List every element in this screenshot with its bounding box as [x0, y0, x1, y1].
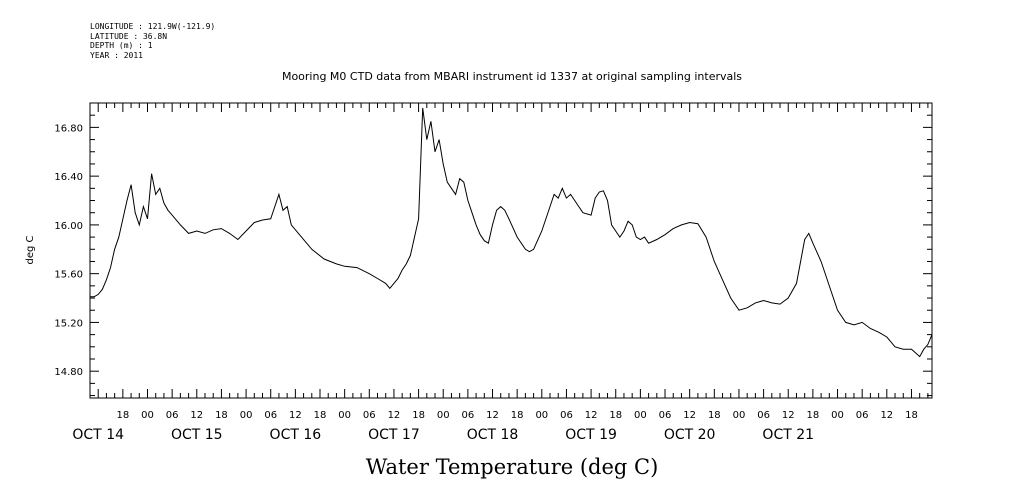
y-tick-label: 16.00	[54, 221, 83, 232]
x-day-label: OCT 20	[664, 427, 716, 443]
longitude-label: LONGITUDE : 121.9W(-121.9)	[90, 22, 216, 31]
x-hour-label: 06	[166, 410, 179, 421]
year-label: YEAR : 2011	[90, 50, 143, 60]
x-hour-label: 12	[782, 410, 795, 421]
x-axis-label: Water Temperature (deg C)	[366, 455, 659, 479]
x-hour-label: 06	[560, 410, 573, 421]
x-hour-label: 18	[609, 410, 622, 421]
x-hour-label: 18	[215, 410, 228, 421]
y-tick-label: 14.80	[54, 367, 83, 378]
chart-title: Mooring M0 CTD data from MBARI instrumen…	[282, 70, 742, 83]
series-line	[90, 107, 933, 358]
x-day-label: OCT 21	[762, 427, 814, 443]
x-hour-label: 18	[807, 410, 820, 421]
x-hour-label: 18	[116, 410, 129, 421]
x-hour-label: 18	[314, 410, 327, 421]
y-axis: 14.80 15.20 15.60 16.00 16.40 16.80	[54, 102, 932, 397]
x-hour-label: 12	[388, 410, 401, 421]
x-hour-label: 00	[240, 410, 253, 421]
x-hour-label: 06	[363, 410, 376, 421]
x-hour-label: 00	[831, 410, 844, 421]
x-hour-label: 06	[757, 410, 770, 421]
x-hour-label: 06	[264, 410, 277, 421]
x-hour-label: 06	[856, 410, 869, 421]
x-hour-label: 00	[437, 410, 450, 421]
y-axis-label: deg C	[25, 235, 36, 264]
x-hour-label: 00	[535, 410, 548, 421]
x-hour-label: 18	[905, 410, 918, 421]
x-day-label: OCT 16	[270, 427, 322, 443]
y-tick-label: 15.60	[54, 270, 83, 281]
x-hour-label: 00	[338, 410, 351, 421]
x-hour-label: 12	[486, 410, 499, 421]
x-day-label: OCT 17	[368, 427, 420, 443]
x-hour-label: 12	[190, 410, 203, 421]
x-hour-label: 12	[289, 410, 302, 421]
x-hour-label: 06	[462, 410, 475, 421]
x-hour-label: 00	[733, 410, 746, 421]
x-day-label: OCT 19	[565, 427, 617, 443]
x-hour-label: 00	[634, 410, 647, 421]
metadata-block: LONGITUDE : 121.9W(-121.9) LATITUDE : 36…	[90, 22, 215, 60]
x-hour-label: 18	[511, 410, 524, 421]
x-day-label: OCT 14	[72, 427, 124, 443]
x-day-label: OCT 18	[467, 427, 519, 443]
latitude-label: LATITUDE : 36.8N	[90, 31, 168, 41]
x-hour-label: 18	[708, 410, 721, 421]
x-hour-label: 00	[141, 410, 154, 421]
x-hour-label: 12	[585, 410, 598, 421]
y-tick-label: 16.80	[54, 123, 83, 134]
depth-label: DEPTH (m) : 1	[90, 41, 153, 50]
plot-frame	[89, 102, 933, 399]
x-day-label: OCT 15	[171, 427, 223, 443]
x-hour-label: 12	[880, 410, 893, 421]
x-hour-label: 06	[659, 410, 672, 421]
x-hour-label: 12	[683, 410, 696, 421]
y-tick-label: 16.40	[54, 172, 83, 183]
x-axis: 18 00 06 12 18 00 06 12 18 00 06 12 18 00 06 12 18 00 06 12…	[72, 103, 929, 443]
x-hour-label: 18	[412, 410, 425, 421]
y-tick-label: 15.20	[54, 318, 83, 329]
